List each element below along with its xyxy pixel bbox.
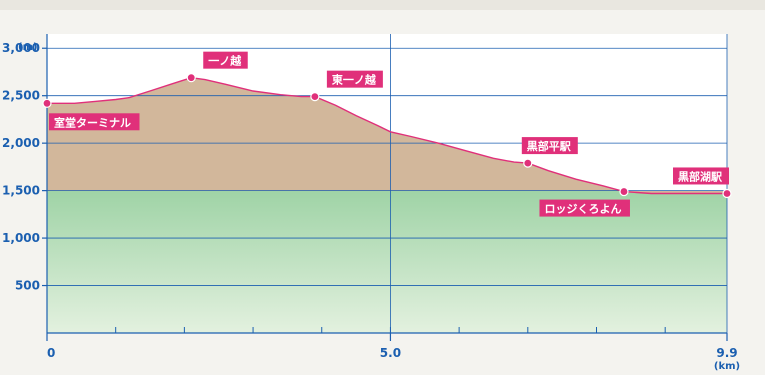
station-label: ロッジくろよん xyxy=(539,199,630,217)
station-label: 黒部湖駅 xyxy=(673,167,729,185)
station-marker xyxy=(42,98,52,108)
station-label-box xyxy=(49,113,140,131)
station-label-text: 黒部平駅 xyxy=(527,139,571,153)
station-label: 室堂ターミナル xyxy=(49,113,140,131)
y-tick-label: 1,500 xyxy=(2,184,40,198)
station-label-box xyxy=(203,51,248,69)
y-tick-label: 500 xyxy=(15,279,40,293)
y-axis-unit: (m) xyxy=(18,42,38,53)
station-label-box xyxy=(539,199,630,217)
station-label-text: 黒部湖駅 xyxy=(678,169,722,183)
x-axis-unit: (km) xyxy=(714,361,740,372)
brown-area xyxy=(47,77,727,194)
station-label-text: 一ノ越 xyxy=(208,54,242,68)
station-marker xyxy=(186,73,196,83)
x-tick-label: 0 xyxy=(47,346,55,360)
station-label: 東一ノ越 xyxy=(326,70,383,88)
station-label-text: 東一ノ越 xyxy=(332,73,377,87)
station-label-box xyxy=(673,167,729,185)
station-marker xyxy=(619,186,629,197)
plot-area: 500 1,000 1,500 2,000 2,500 3,000 0 5.0 9.9 室堂タ… xyxy=(2,34,740,372)
station-marker xyxy=(722,188,732,199)
station-label: 一ノ越 xyxy=(203,51,248,69)
horizontal-gridlines xyxy=(47,47,727,286)
station-marker xyxy=(523,158,533,168)
y-tick-labels: 500 1,000 1,500 2,000 2,500 3,000 xyxy=(2,41,40,292)
station-label-text: ロッジくろよん xyxy=(544,203,621,216)
x-tick-label: 5.0 xyxy=(380,346,401,360)
station-markers xyxy=(42,73,732,199)
y-tick-label: 2,000 xyxy=(2,136,40,150)
y-tick-label: 3,000 xyxy=(2,41,40,55)
y-tick-label: 2,500 xyxy=(2,89,40,103)
green-band xyxy=(47,190,727,333)
axes xyxy=(42,34,728,341)
station-label-box xyxy=(326,70,383,88)
station-marker xyxy=(310,92,320,102)
header-strip xyxy=(0,0,765,10)
x-tick-labels: 0 5.0 9.9 xyxy=(47,346,738,360)
station-label-text: 室堂ターミナル xyxy=(54,115,131,129)
station-label-box xyxy=(521,137,578,155)
profile-line xyxy=(47,76,727,195)
station-label: 黒部平駅 xyxy=(521,137,578,155)
x-tick-label: 9.9 xyxy=(716,346,737,360)
y-tick-label: 1,000 xyxy=(2,231,40,245)
